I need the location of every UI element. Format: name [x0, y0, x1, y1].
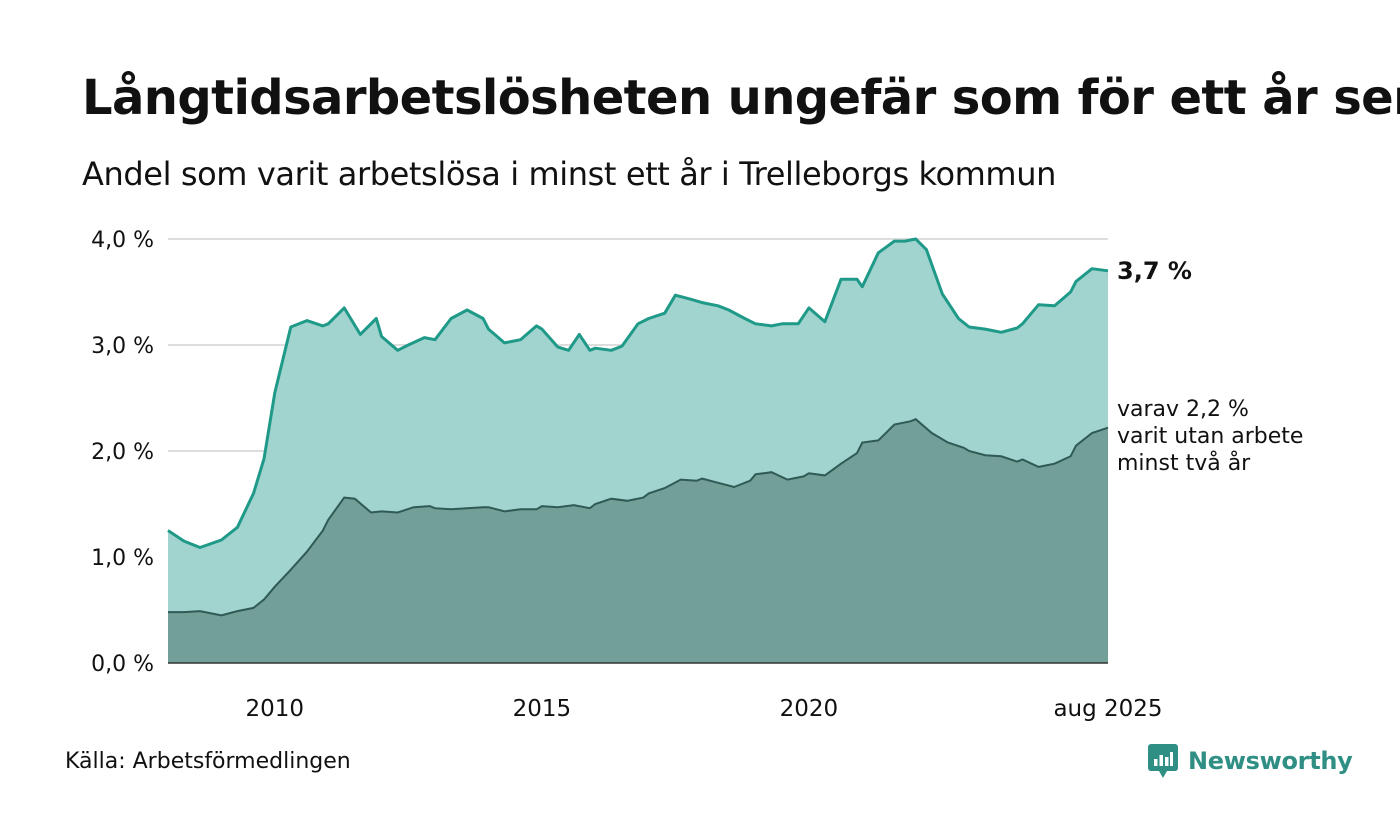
chart-title: Långtidsarbetslösheten ungefär som för e… — [82, 70, 1400, 126]
y-tick-label: 0,0 % — [91, 652, 154, 677]
annotation-line-3: minst två år — [1117, 450, 1251, 476]
two-year-series-line — [168, 418, 1109, 617]
x-tick-label: 2020 — [780, 696, 839, 722]
y-tick-label: 4,0 % — [91, 228, 154, 253]
annotation-line-1: varav 2,2 % — [1117, 397, 1249, 422]
annotation-line-2: varit utan arbete — [1117, 424, 1303, 449]
x-tick-label: 2015 — [513, 696, 572, 722]
y-tick-label: 2,0 % — [91, 440, 154, 465]
two-year-area — [168, 419, 1108, 663]
y-tick-label: 1,0 % — [91, 546, 154, 571]
x-axis-ticks: 2010 2015 2020 aug 2025 — [246, 696, 1163, 722]
brand-logo[interactable]: Newsworthy — [1148, 744, 1353, 778]
x-tick-label: 2010 — [246, 696, 305, 722]
bar-chart-speech-bubble-icon — [1148, 744, 1178, 778]
y-axis-ticks: 0,0 % 1,0 % 2,0 % 3,0 % 4,0 % — [91, 228, 154, 677]
y-tick-label: 3,0 % — [91, 334, 154, 359]
x-tick-label: aug 2025 — [1053, 696, 1162, 722]
chart-subtitle: Andel som varit arbetslösa i minst ett å… — [82, 155, 1056, 193]
end-value-label: 3,7 % — [1117, 257, 1192, 285]
source-note: Källa: Arbetsförmedlingen — [65, 749, 351, 774]
brand-name: Newsworthy — [1188, 747, 1353, 775]
total-series-line — [167, 237, 1109, 549]
